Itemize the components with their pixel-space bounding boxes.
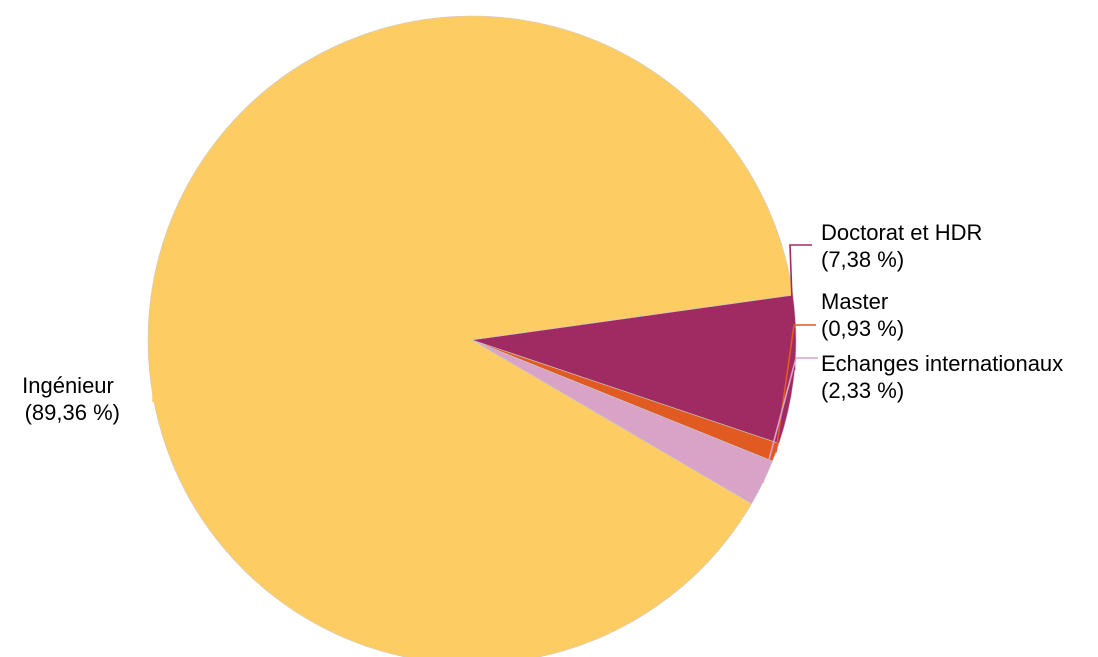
leader-lines xyxy=(152,244,818,484)
label-ingenieur-name: Ingénieur xyxy=(22,373,114,398)
label-doctorat-hdr: Doctorat et HDR (7,38 %) xyxy=(821,220,989,272)
label-echanges-internationaux-value: (2,33 %) xyxy=(821,378,904,403)
pie-slices xyxy=(147,15,797,657)
label-master-name: Master xyxy=(821,289,888,314)
label-ingenieur-value: (89,36 %) xyxy=(25,400,120,425)
leader-line-echanges-internationaux xyxy=(762,357,818,484)
label-master: Master (0,93 %) xyxy=(821,289,904,341)
label-doctorat-hdr-value: (7,38 %) xyxy=(821,247,904,272)
leader-line-ingenieur xyxy=(152,277,155,403)
label-echanges-internationaux-name: Echanges internationaux xyxy=(821,351,1063,376)
label-echanges-internationaux: Echanges internationaux (2,33 %) xyxy=(821,351,1069,403)
pie-slice-echanges-internationaux xyxy=(471,339,773,505)
label-ingenieur: Ingénieur (89,36 %) xyxy=(22,373,120,425)
label-doctorat-hdr-name: Doctorat et HDR xyxy=(821,220,982,245)
label-master-value: (0,93 %) xyxy=(821,316,904,341)
